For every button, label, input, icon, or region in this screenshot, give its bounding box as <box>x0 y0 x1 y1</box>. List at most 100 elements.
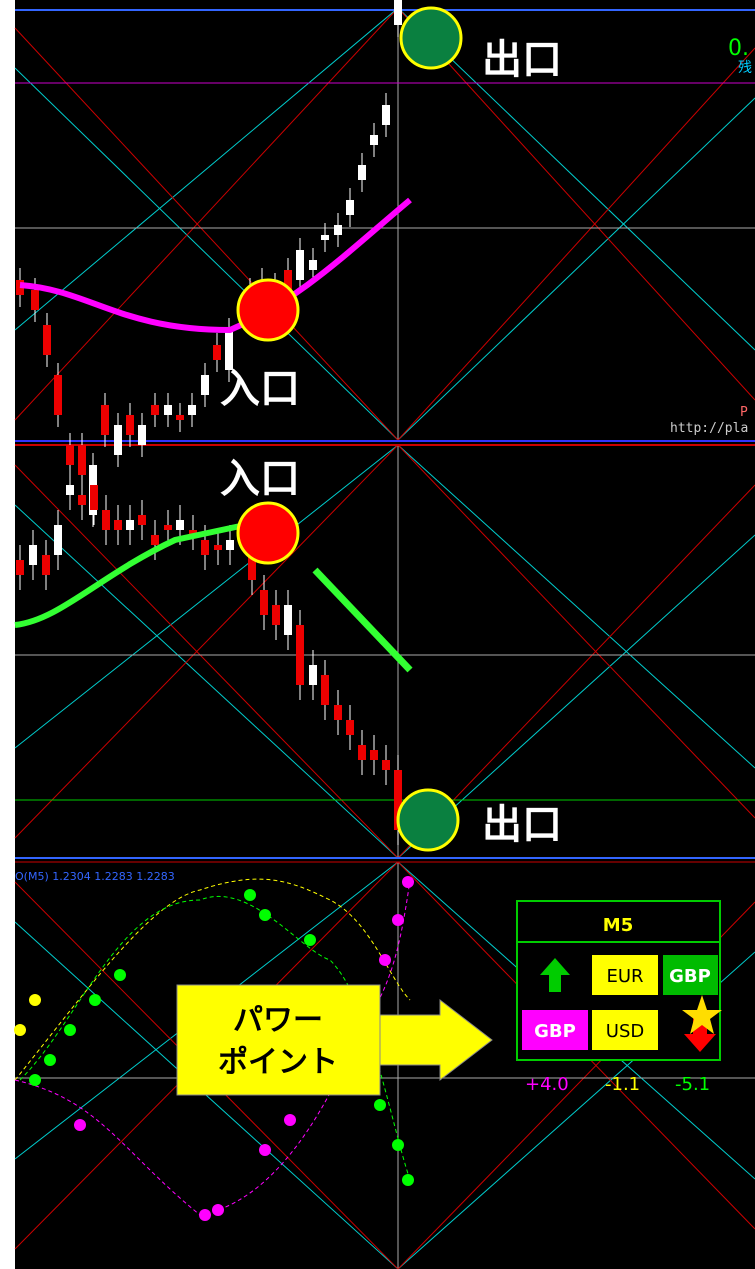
line <box>397 7 755 401</box>
line <box>397 534 755 859</box>
osc-dot <box>14 1024 26 1036</box>
candle <box>43 325 51 355</box>
candle <box>346 720 354 735</box>
chart-background <box>15 0 755 1269</box>
callout-text: ポイント <box>218 1045 338 1080</box>
osc-dot <box>379 954 391 966</box>
ma <box>19 197 412 334</box>
candle <box>358 745 366 760</box>
currency-box <box>522 1010 588 1050</box>
candle <box>151 405 159 415</box>
osc-dot <box>64 1024 76 1036</box>
candle <box>176 415 184 420</box>
candle <box>201 540 209 555</box>
candle <box>382 760 390 770</box>
candle <box>226 540 234 550</box>
candle <box>101 405 109 435</box>
osc-dot <box>392 1139 404 1151</box>
osc-dot <box>284 1114 296 1126</box>
candle <box>164 525 172 530</box>
currency: GBP <box>669 966 711 987</box>
star <box>682 995 722 1034</box>
candle <box>16 560 24 575</box>
callout-text: パワー <box>233 1003 323 1038</box>
currency: EUR <box>606 966 643 987</box>
candle <box>334 225 342 235</box>
exit-marker <box>396 788 460 852</box>
line <box>14 7 399 331</box>
entry-label: 入口 <box>220 456 300 502</box>
osc-dot <box>244 889 256 901</box>
candle <box>309 665 317 685</box>
line <box>397 444 755 819</box>
line <box>14 444 399 839</box>
candle <box>164 405 172 415</box>
watermark-url: http://pla <box>670 421 748 436</box>
candle <box>248 550 256 580</box>
ma <box>14 522 246 628</box>
osc-dot <box>304 934 316 946</box>
candle <box>284 270 292 290</box>
candle <box>126 520 134 530</box>
candle <box>138 425 146 445</box>
line <box>397 47 755 441</box>
down-arrow <box>684 1018 716 1052</box>
line <box>14 504 399 859</box>
candle <box>114 520 122 530</box>
candle <box>334 705 342 720</box>
candle <box>54 525 62 555</box>
currency-box <box>592 955 658 995</box>
score: +4.0 <box>525 1074 569 1095</box>
entry-marker <box>236 278 300 342</box>
corner-value: 0. <box>728 36 749 61</box>
candle <box>114 425 122 455</box>
line <box>14 464 399 859</box>
callout-arrow <box>379 998 493 1082</box>
exit-label: 出口 <box>482 37 562 83</box>
entry-marker <box>236 501 300 565</box>
entry-label: 入口 <box>220 366 300 412</box>
osc-dot <box>212 1204 224 1216</box>
candle <box>321 235 329 240</box>
ma <box>312 567 413 673</box>
osc-dot <box>29 1074 41 1086</box>
candle <box>189 530 197 535</box>
candle <box>31 290 39 310</box>
currency-box <box>663 955 718 995</box>
callout <box>176 984 381 1096</box>
line <box>397 7 755 351</box>
candle <box>90 485 98 510</box>
osc-dot <box>29 994 41 1006</box>
candle <box>225 330 233 370</box>
up-arrow <box>540 958 570 992</box>
osc <box>14 878 411 1081</box>
watermark-p: P <box>740 405 748 420</box>
candle <box>138 515 146 525</box>
line <box>397 97 755 441</box>
indicator-text: O(M5) 1.2304 1.2283 1.2283 <box>15 870 175 883</box>
candle <box>260 590 268 615</box>
candle <box>272 605 280 625</box>
candle <box>214 545 222 550</box>
candle <box>321 675 329 705</box>
osc-dot <box>392 914 404 926</box>
osc-dot <box>259 909 271 921</box>
candle <box>358 165 366 180</box>
osc-dot <box>44 1054 56 1066</box>
candle <box>370 135 378 145</box>
score: -1.1 <box>605 1074 640 1095</box>
candle <box>394 770 402 830</box>
exit-label: 出口 <box>482 802 562 848</box>
candle <box>151 535 159 545</box>
line <box>14 7 399 421</box>
corner-text: 残 <box>738 60 752 76</box>
candle <box>346 200 354 215</box>
box-title: M5 <box>603 915 633 936</box>
candle <box>102 510 110 530</box>
candle <box>284 605 292 635</box>
osc-dot <box>74 1119 86 1131</box>
osc-dot <box>199 1209 211 1221</box>
candle <box>176 520 184 530</box>
candle <box>296 250 304 280</box>
candle <box>29 545 37 565</box>
